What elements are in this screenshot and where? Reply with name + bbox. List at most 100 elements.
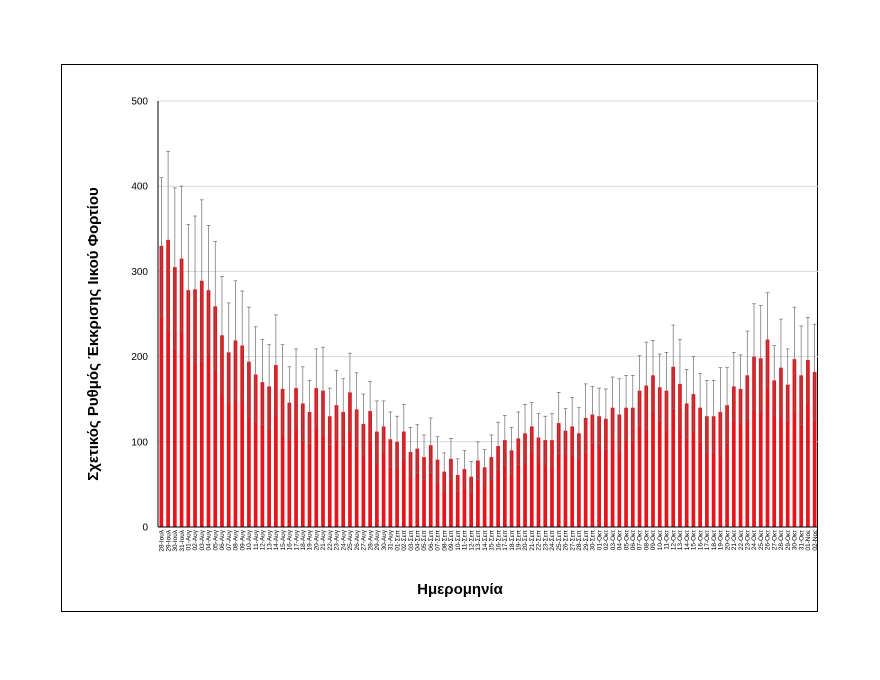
bar xyxy=(752,356,756,527)
y-axis-label: Σχετικός Ρυθμός Έκκρισης Ιικού Φορτίου xyxy=(85,187,102,481)
x-tick-label: 13-Αυγ xyxy=(266,529,273,550)
bar xyxy=(253,374,258,527)
x-tick-label: 16-Σεπ xyxy=(495,529,502,550)
x-tick-label: 08-Αυγ xyxy=(233,529,240,550)
y-tick-label: 400 xyxy=(131,182,148,193)
x-tick-label: 11-Οκτ xyxy=(664,530,671,550)
x-tick-label: 15-Αυγ xyxy=(280,529,287,550)
x-tick-label: 12-Οκτ xyxy=(670,530,677,551)
bar xyxy=(624,407,628,527)
x-tick-label: 05-Αυγ xyxy=(212,529,219,550)
x-tick-label: 30-Ιουλ xyxy=(172,529,179,551)
x-tick-label: 12-Σεπ xyxy=(468,529,475,550)
bar xyxy=(577,433,581,527)
bar xyxy=(307,411,312,527)
x-tick-label: 30-Σεπ xyxy=(590,529,597,550)
bar xyxy=(166,239,170,527)
bar xyxy=(779,367,783,527)
bar xyxy=(637,390,642,527)
bar xyxy=(691,394,696,527)
bar xyxy=(449,458,453,527)
bar xyxy=(206,290,211,527)
x-tick-label: 12-Αυγ xyxy=(260,529,267,550)
x-tick-label: 19-Αυγ xyxy=(307,529,314,550)
bar xyxy=(489,457,494,527)
y-tick-label: 500 xyxy=(131,97,148,108)
bar xyxy=(213,306,218,527)
x-tick-label: 03-Αυγ xyxy=(199,529,206,550)
x-axis-label: Ημερομηνία xyxy=(417,581,503,598)
x-tick-label: 07-Οκτ xyxy=(637,530,644,551)
y-tick-labels: 0 100 200 300 400 500 xyxy=(131,97,148,534)
x-tick-label: 23-Οκτ xyxy=(744,530,751,551)
x-tick-label: 26-Οκτ xyxy=(765,530,772,551)
bar xyxy=(651,375,655,527)
bar xyxy=(186,290,191,527)
x-tick-label: 06-Αυγ xyxy=(219,529,226,550)
bar xyxy=(812,371,817,527)
bar xyxy=(550,440,554,527)
x-tick-label: 29-Ιουλ xyxy=(165,529,172,551)
x-tick-label: 24-Αυγ xyxy=(340,529,347,550)
x-tick-label: 21-Οκτ xyxy=(731,530,738,551)
bar xyxy=(523,433,527,527)
x-tick-label: 02-Οκτ xyxy=(603,530,610,551)
y-tick-label: 0 xyxy=(142,523,148,534)
x-tick-label: 11-Αυγ xyxy=(253,529,260,550)
x-tick-label: 20-Οκτ xyxy=(724,530,731,551)
bar xyxy=(455,475,460,527)
bar xyxy=(684,403,689,527)
bar xyxy=(247,361,251,527)
x-tick-label: 23-Αυγ xyxy=(334,529,341,550)
bar xyxy=(354,409,359,527)
x-tick-label: 05-Σεπ xyxy=(421,529,428,550)
x-tick-label: 24-Σεπ xyxy=(549,529,556,550)
x-tick-label: 04-Σεπ xyxy=(414,529,421,550)
x-tick-label: 15-Οκτ xyxy=(691,530,698,551)
bar xyxy=(657,387,662,527)
x-tick-label: 31-Ιουλ xyxy=(179,529,186,551)
x-tick-label: 28-Αυγ xyxy=(367,529,374,550)
y-tick-label: 300 xyxy=(131,267,148,278)
x-tick-label: 28-Οκτ xyxy=(778,530,785,551)
x-tick-label: 01-Σεπ xyxy=(394,529,401,550)
bar xyxy=(765,339,770,527)
bar xyxy=(334,405,339,527)
bar xyxy=(179,258,184,527)
x-tick-label: 25-Οκτ xyxy=(758,530,765,551)
x-tick-label: 09-Σεπ xyxy=(448,529,455,550)
bar xyxy=(496,446,500,527)
x-tick-label: 09-Αυγ xyxy=(239,529,246,550)
x-tick-label: 04-Αυγ xyxy=(206,529,213,550)
x-tick-label: 15-Σεπ xyxy=(489,529,496,550)
x-tick-label: 20-Αυγ xyxy=(313,529,320,550)
bar xyxy=(543,440,548,527)
bar xyxy=(435,459,440,527)
bar xyxy=(644,385,649,527)
bar xyxy=(570,426,575,527)
x-tick-label: 02-Αυγ xyxy=(192,529,199,550)
x-tick-label: 26-Αυγ xyxy=(354,529,361,550)
bar xyxy=(294,388,298,527)
bar xyxy=(806,360,810,527)
bar xyxy=(772,380,777,527)
x-tick-label: 14-Σεπ xyxy=(482,529,489,550)
bar xyxy=(395,441,399,527)
x-tick-label: 31-Αυγ xyxy=(388,529,395,550)
chart-frame: 0 100 200 300 400 500 28-Ιουλ 29-Ιουλ 30-Ιουλ 31… xyxy=(61,64,819,612)
axes xyxy=(157,101,818,528)
bar xyxy=(462,469,467,527)
bar xyxy=(274,365,278,527)
bar xyxy=(799,375,804,527)
y-tick-label: 100 xyxy=(131,437,148,448)
bar xyxy=(597,416,601,527)
bar xyxy=(476,460,480,527)
x-tick-label: 19-Οκτ xyxy=(718,530,725,551)
x-tick-label: 01-Αυγ xyxy=(186,529,193,550)
bar xyxy=(361,423,366,527)
x-tick-label: 26-Σεπ xyxy=(563,529,570,550)
x-tick-label: 03-Σεπ xyxy=(408,529,415,550)
x-tick-label: 13-Οκτ xyxy=(677,530,684,551)
bar xyxy=(233,340,238,527)
